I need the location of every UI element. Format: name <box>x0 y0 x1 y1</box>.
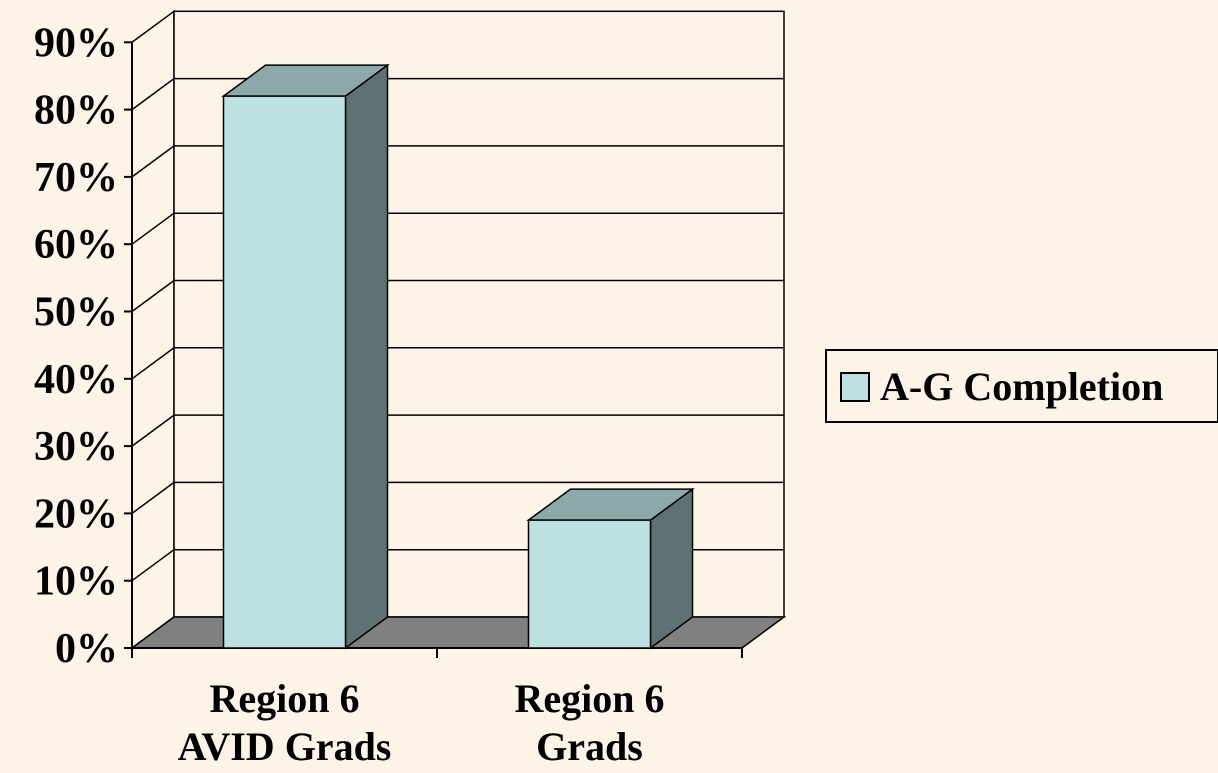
gridline <box>131 279 784 313</box>
y-axis-tick-labels: 0% 10% 20% 30% 40% 50% 60% 70% 80% 90% <box>34 20 118 672</box>
y-tick-label: 60% <box>34 222 118 268</box>
legend-label: A-G Completion <box>880 364 1163 409</box>
gridline <box>131 77 784 111</box>
legend: A-G Completion <box>825 349 1218 423</box>
y-tick-label: 40% <box>34 357 118 403</box>
gridline <box>131 145 784 178</box>
x-category-label-line: Region 6 <box>515 676 665 721</box>
x-category-label-line: Grads <box>536 724 643 769</box>
y-tick-label: 0% <box>55 626 118 672</box>
gridline <box>131 414 784 447</box>
gridline <box>131 347 784 380</box>
y-tick-label: 20% <box>34 491 118 537</box>
y-tick-label: 10% <box>34 559 118 605</box>
bar-front <box>527 519 652 649</box>
y-tick-label: 80% <box>34 88 118 134</box>
gridlines <box>131 77 784 582</box>
y-tick-label: 30% <box>34 424 118 470</box>
bars <box>221 63 695 650</box>
x-category-label: Region 6 Grads <box>515 676 665 769</box>
y-tick-label: 90% <box>34 20 118 66</box>
x-category-label-line: AVID Grads <box>178 724 392 769</box>
x-category-label: Region 6 AVID Grads <box>178 676 392 769</box>
gridline <box>131 481 784 515</box>
bar-side <box>344 63 389 650</box>
gridline <box>131 212 784 245</box>
left-wall <box>131 9 175 650</box>
legend-box <box>825 349 1218 423</box>
y-tick-label: 50% <box>34 290 118 336</box>
bar <box>221 63 390 650</box>
y-tick-label: 70% <box>34 155 118 201</box>
bar-front <box>222 95 347 649</box>
x-category-label-line: Region 6 <box>210 676 360 721</box>
bar <box>526 487 695 650</box>
legend-swatch <box>840 372 870 402</box>
